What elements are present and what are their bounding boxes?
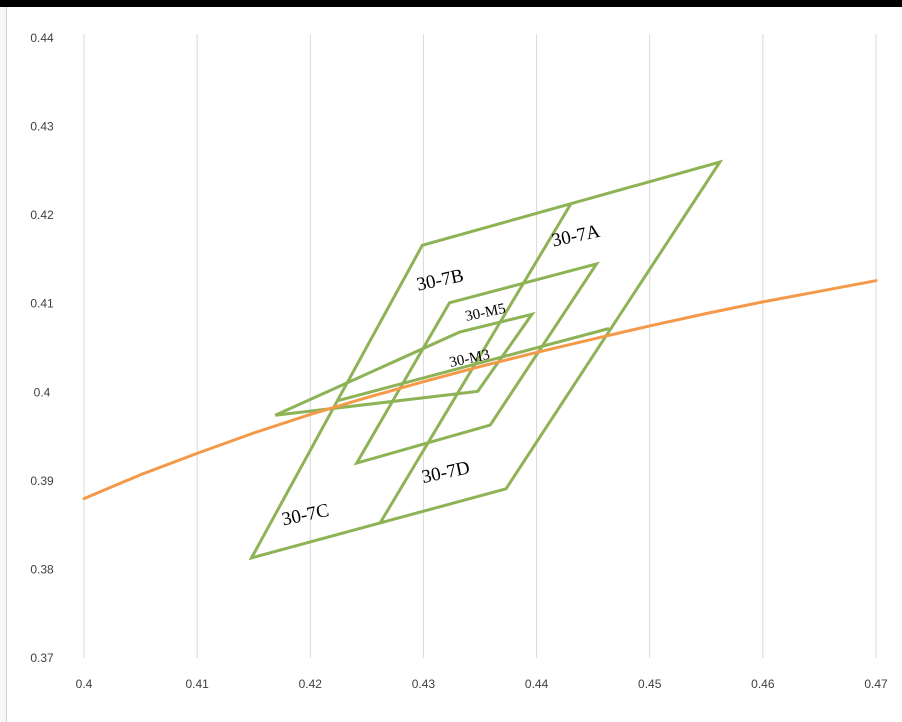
region-boundary-3 <box>353 261 600 466</box>
region-boundary-4 <box>274 311 536 417</box>
left-border <box>0 7 7 722</box>
y-tick-label-0: 0.37 <box>30 651 54 665</box>
y-tick-label-5: 0.42 <box>30 208 54 222</box>
x-tick-label-1: 0.41 <box>185 677 209 691</box>
x-tick-label-3: 0.43 <box>412 677 436 691</box>
region-label-1: 30-7B <box>415 265 466 295</box>
x-axis-ticks: 0.4 0.41 0.42 0.43 0.44 0.45 0.46 0.47 <box>76 677 888 691</box>
regions <box>248 159 724 561</box>
region-boundary-1 <box>335 327 610 403</box>
region-boundary-2 <box>379 203 572 524</box>
y-tick-label-1: 0.38 <box>30 562 54 576</box>
x-tick-label-6: 0.46 <box>751 677 775 691</box>
grid <box>83 34 877 658</box>
y-tick-label-2: 0.39 <box>30 474 54 488</box>
x-tick-label-2: 0.42 <box>299 677 323 691</box>
y-tick-label-4: 0.41 <box>30 297 54 311</box>
x-tick-label-7: 0.47 <box>864 677 888 691</box>
region-label-5: 30-7C <box>280 500 331 530</box>
y-tick-label-3: 0.4 <box>34 385 51 399</box>
x-tick-label-5: 0.45 <box>638 677 662 691</box>
curve-series <box>82 279 878 501</box>
x-tick-label-4: 0.44 <box>525 677 549 691</box>
region-label-4: 30-7D <box>420 457 472 488</box>
region-label-3: 30-M3 <box>448 347 491 371</box>
curve-line <box>82 279 878 501</box>
region-boundary-0 <box>248 159 724 561</box>
y-tick-label-6: 0.43 <box>30 120 54 134</box>
y-tick-label-7: 0.44 <box>30 31 54 45</box>
top-border <box>0 0 902 7</box>
y-axis-ticks: 0.37 0.38 0.39 0.4 0.41 0.42 0.43 0.44 <box>30 31 54 665</box>
x-tick-label-0: 0.4 <box>76 677 93 691</box>
